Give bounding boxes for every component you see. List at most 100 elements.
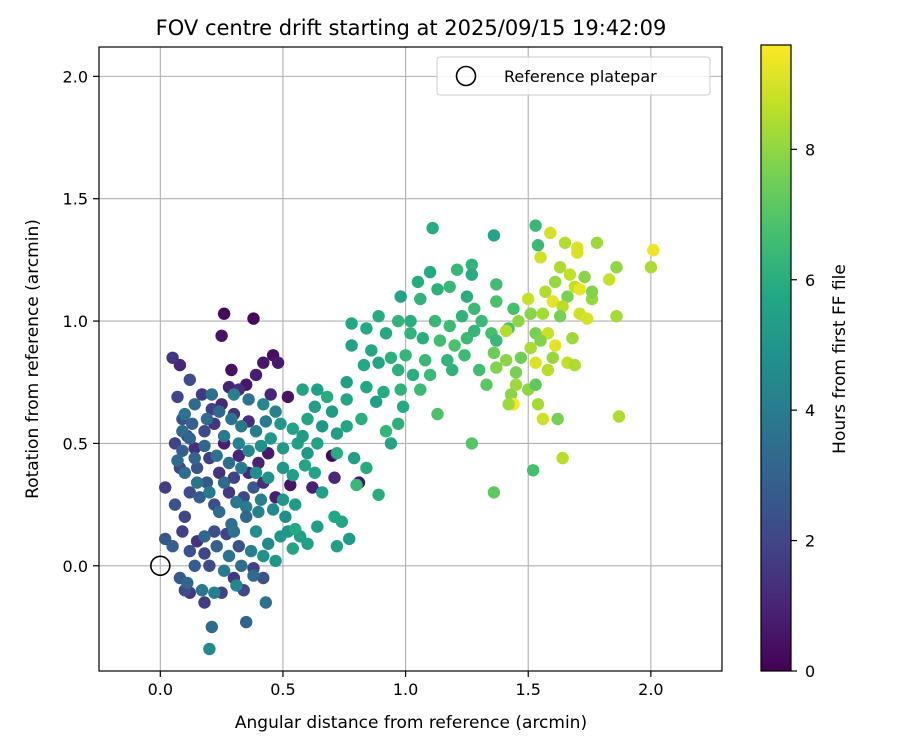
y-tick-label: 0.5: [63, 434, 88, 453]
colorbar-gradient: [760, 44, 792, 672]
data-point-282: [546, 351, 559, 364]
data-point-263: [522, 292, 535, 306]
data-point-255: [549, 275, 562, 289]
data-point-82: [259, 415, 272, 428]
data-point-9: [166, 351, 179, 364]
data-point-130: [259, 596, 272, 609]
data-point-62: [176, 525, 189, 538]
colorbar: 0 2 4 6 8 Hours from first FF file: [760, 44, 850, 681]
data-point-79: [225, 412, 238, 426]
data-point-160: [431, 283, 444, 296]
x-tick-label: 1.0: [393, 680, 418, 699]
data-point-41: [178, 510, 191, 523]
data-point-7: [249, 368, 263, 382]
data-point-185: [490, 334, 503, 347]
data-point-220: [296, 429, 309, 443]
data-point-181: [433, 334, 447, 347]
data-point-217: [355, 412, 368, 426]
data-point-236: [311, 520, 324, 533]
data-point-303: [529, 378, 542, 391]
data-point-50: [306, 481, 319, 494]
x-tick-label: 0.5: [270, 680, 295, 699]
data-point-177: [345, 317, 358, 330]
data-point-187: [365, 344, 378, 357]
data-point-264: [524, 307, 537, 320]
data-point-74: [232, 540, 245, 553]
data-point-245: [534, 251, 547, 264]
data-point-75: [186, 417, 199, 430]
data-point-180: [416, 332, 429, 345]
data-point-149: [426, 221, 439, 235]
y-tick-label: 1.0: [63, 312, 88, 331]
data-point-161: [443, 280, 456, 293]
data-point-46: [247, 481, 260, 494]
data-point-252: [578, 270, 591, 284]
data-point-196: [406, 368, 420, 382]
data-point-231: [526, 464, 540, 477]
data-point-109: [178, 466, 191, 479]
y-axis-ticks: 0.0 0.5 1.0 1.5 2.0: [63, 67, 99, 576]
data-point-126: [210, 540, 223, 553]
data-point-88: [188, 398, 201, 411]
data-point-219: [274, 417, 287, 430]
data-point-78: [213, 405, 226, 418]
colorbar-tick-label: 2: [805, 532, 815, 551]
data-point-70: [203, 559, 216, 572]
data-point-189: [399, 349, 412, 362]
data-point-29: [232, 449, 245, 462]
data-point-119: [213, 505, 226, 519]
data-point-36: [252, 456, 265, 470]
data-point-197: [423, 368, 437, 382]
data-point-246: [544, 226, 557, 240]
x-axis-ticks: 0.0 0.5 1.0 1.5 2.0: [148, 671, 664, 699]
data-point-64: [198, 596, 211, 609]
data-point-14: [281, 390, 295, 404]
legend-marker-reference-platepar: [455, 65, 477, 87]
data-point-97: [301, 447, 314, 460]
data-point-299: [644, 261, 658, 274]
data-point-274: [549, 339, 562, 352]
data-point-293: [551, 412, 564, 426]
data-point-190: [419, 354, 432, 367]
data-point-291: [531, 398, 545, 411]
data-point-54: [159, 481, 172, 494]
data-point-166: [507, 302, 520, 315]
colorbar-tick-label: 8: [805, 140, 815, 159]
data-point-125: [198, 530, 211, 543]
data-point-194: [372, 356, 385, 369]
data-point-285: [509, 366, 523, 379]
data-point-286: [504, 388, 518, 401]
data-point-278: [514, 351, 528, 364]
data-point-201: [360, 380, 373, 394]
data-point-249: [590, 236, 604, 249]
data-point-112: [217, 476, 231, 489]
data-point-216: [340, 420, 353, 433]
data-point-171: [443, 319, 456, 333]
data-point-108: [188, 451, 201, 465]
data-point-233: [350, 478, 363, 492]
data-point-111: [203, 486, 216, 499]
legend-label-reference-platepar: Reference platepar: [504, 67, 657, 86]
y-tick-label: 1.5: [63, 190, 88, 209]
data-point-298: [490, 361, 503, 374]
y-tick-label: 2.0: [63, 67, 88, 86]
data-point-86: [227, 388, 241, 401]
data-point-230: [480, 378, 493, 391]
data-point-122: [249, 525, 263, 538]
data-point-300: [647, 243, 660, 257]
data-point-250: [553, 261, 567, 274]
colorbar-tick-label: 6: [805, 271, 815, 290]
data-point-84: [257, 398, 270, 411]
data-point-261: [556, 300, 569, 313]
data-point-99: [210, 449, 223, 462]
data-point-281: [541, 363, 555, 377]
legend-box: [436, 56, 711, 96]
data-point-152: [531, 239, 545, 252]
data-point-38: [200, 476, 214, 489]
data-point-73: [188, 559, 201, 572]
data-point-276: [534, 334, 547, 347]
data-point-110: [190, 476, 204, 489]
data-point-173: [475, 314, 488, 328]
data-point-95: [276, 442, 290, 455]
